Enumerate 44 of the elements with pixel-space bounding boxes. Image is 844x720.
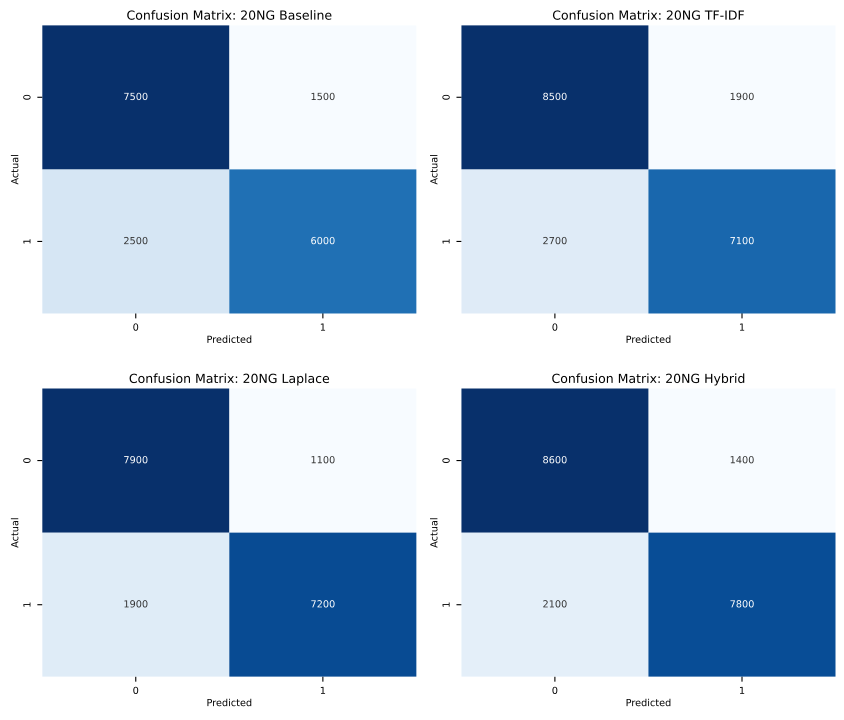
x-tick-label: 0 (133, 323, 138, 331)
x-tick-label: 0 (552, 323, 558, 331)
y-tick-label: 1 (442, 602, 450, 607)
x-tick-label: 1 (740, 686, 744, 694)
data-label: 2100 (543, 600, 567, 608)
chart-title: Confusion Matrix: 20NG Baseline (127, 10, 332, 20)
data-label: 7500 (124, 92, 148, 100)
x-tick-label: 1 (320, 324, 326, 331)
data-label: 1900 (730, 92, 754, 100)
data-label: 1100 (312, 456, 335, 464)
data-label: 2500 (124, 236, 148, 244)
y-tick-label: 1 (23, 239, 30, 244)
data-label: 8600 (543, 456, 567, 464)
y-tick-label: 1 (442, 239, 450, 244)
x-axis-title: Predicted (626, 698, 670, 706)
x-axis-title: Predicted (207, 698, 252, 706)
data-label: 2700 (543, 236, 567, 244)
x-tick-label: 0 (552, 686, 558, 694)
data-label: 7100 (730, 236, 754, 244)
y-tick-label: 0 (23, 458, 31, 464)
chart-title: Confusion Matrix: 20NG Hybrid (552, 373, 744, 386)
chart-title: Confusion Matrix: 20NG Laplace (130, 373, 330, 386)
x-tick-label: 1 (320, 686, 326, 694)
x-tick-label: 0 (133, 686, 138, 694)
y-tick-label: 0 (442, 94, 450, 100)
data-label: 6000 (311, 236, 335, 244)
y-tick-label: 0 (442, 458, 450, 464)
data-label: 7900 (124, 456, 148, 464)
y-axis-title: Actual (430, 518, 438, 548)
y-tick-label: 1 (23, 602, 30, 607)
y-axis-title: Actual (430, 155, 438, 185)
x-tick-label: 1 (740, 324, 744, 331)
data-label: 8500 (543, 92, 567, 100)
data-label: 7200 (311, 600, 335, 608)
x-axis-title: Predicted (207, 335, 252, 343)
data-label: 1500 (312, 92, 335, 100)
y-axis-title: Actual (10, 155, 18, 185)
x-axis-title: Predicted (626, 335, 670, 343)
y-tick-label: 0 (23, 94, 31, 100)
data-label: 7800 (730, 600, 754, 608)
chart-title: Confusion Matrix: 20NG TF-IDF (552, 10, 744, 20)
y-axis-title: Actual (10, 518, 18, 548)
data-label: 1900 (124, 600, 148, 608)
data-label: 1400 (730, 456, 754, 464)
